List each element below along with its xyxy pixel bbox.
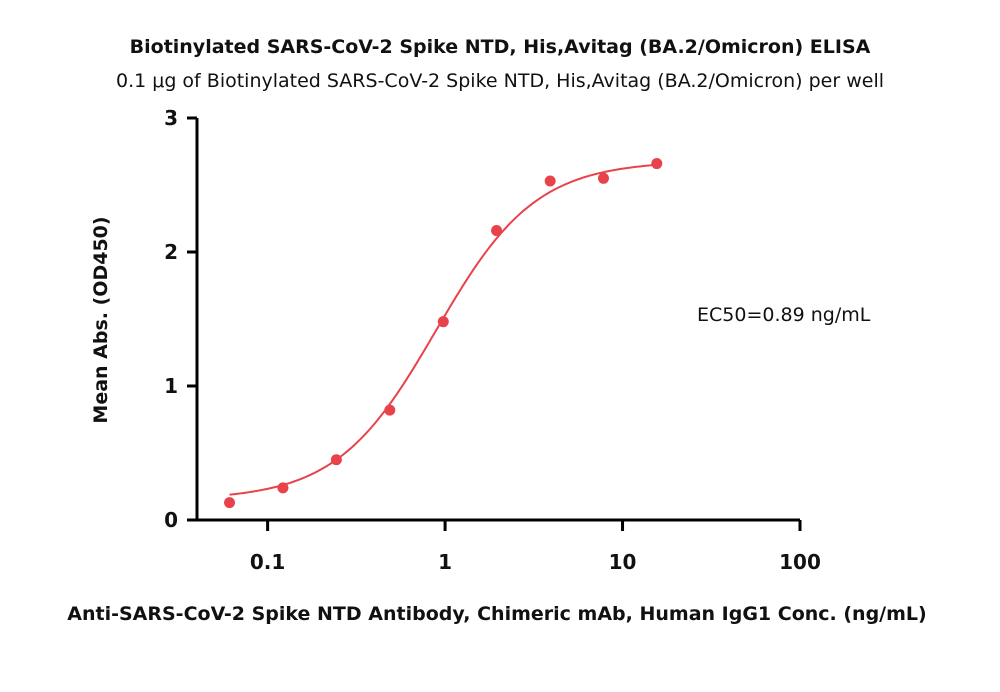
y-tick-label: 2 <box>164 240 178 264</box>
fit-curve <box>229 163 657 496</box>
x-axis-title: Anti-SARS-CoV-2 Spike NTD Antibody, Chim… <box>67 603 926 625</box>
data-point <box>384 404 396 416</box>
plot-area: 0 1 2 3 0.1 1 10 100 <box>164 106 821 574</box>
x-tick-label: 10 <box>609 550 637 574</box>
data-point <box>544 175 556 187</box>
chart-subtitle: 0.1 μg of Biotinylated SARS-CoV-2 Spike … <box>116 70 884 92</box>
data-point <box>651 158 663 170</box>
x-tick-label: 100 <box>779 550 821 574</box>
x-tick-label: 1 <box>438 550 452 574</box>
y-tick-label: 1 <box>164 374 178 398</box>
y-tick-label: 0 <box>164 508 178 532</box>
data-point <box>437 316 449 328</box>
data-point <box>491 225 503 237</box>
data-point <box>224 497 236 509</box>
data-point <box>277 482 289 494</box>
data-point <box>597 172 609 184</box>
x-tick-label: 0.1 <box>250 550 285 574</box>
y-axis-title: Mean Abs. (OD450) <box>90 216 112 423</box>
data-point <box>330 454 342 466</box>
y-tick-label: 3 <box>164 106 178 130</box>
x-axis-ticks: 0.1 1 10 100 <box>250 520 821 574</box>
chart-title: Biotinylated SARS-CoV-2 Spike NTD, His,A… <box>130 36 871 58</box>
ec50-annotation: EC50=0.89 ng/mL <box>697 304 871 326</box>
data-points <box>224 158 663 509</box>
y-axis-ticks: 0 1 2 3 <box>164 106 197 532</box>
